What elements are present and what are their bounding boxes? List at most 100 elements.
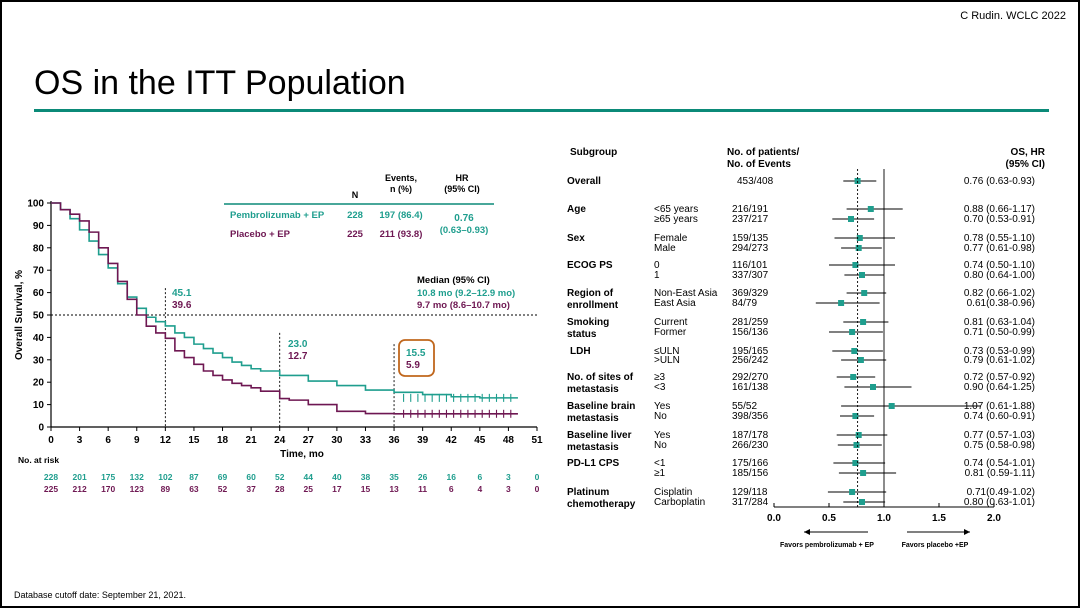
forest-hr-text: 0.76 (0.63-0.93): [964, 176, 1035, 187]
km-at-risk-pembro: 102: [158, 472, 172, 482]
km-at-risk-label: No. at risk: [18, 455, 59, 465]
forest-hr-text: 0.80 (0.64-1.00): [964, 270, 1035, 281]
km-at-risk-placebo: 17: [332, 484, 342, 494]
km-x-tick-label: 30: [331, 435, 343, 446]
forest-x-tick-label: 0.0: [767, 513, 781, 524]
forest-point: [855, 432, 862, 438]
forest-patients-events: 116/101: [732, 260, 768, 271]
km-at-risk-pembro: 16: [447, 472, 457, 482]
forest-level-label: Cisplatin: [654, 487, 692, 498]
km-arm-events: 197 (86.4): [379, 210, 422, 221]
forest-point: [857, 357, 864, 363]
forest-point: [859, 499, 865, 505]
forest-patients-events: 237/217: [732, 214, 769, 225]
forest-point: [851, 348, 858, 354]
forest-point: [849, 329, 856, 335]
forest-patients-events: 156/136: [732, 327, 769, 338]
km-x-tick-label: 21: [246, 435, 258, 446]
km-x-tick-label: 42: [446, 435, 458, 446]
km-y-tick-label: 60: [33, 288, 45, 299]
forest-level-label: East Asia: [654, 298, 696, 309]
km-at-risk-pembro: 35: [389, 472, 399, 482]
km-landmark-placebo: 5.9: [406, 360, 420, 371]
km-at-risk-pembro: 228: [44, 472, 58, 482]
forest-level-label: 1: [654, 270, 660, 281]
km-arm-n: 225: [347, 229, 364, 240]
km-x-tick-label: 12: [160, 435, 172, 446]
forest-point: [861, 290, 868, 296]
km-at-risk-placebo: 11: [418, 484, 427, 494]
km-median-placebo: 9.7 mo (8.6–10.7 mo): [417, 300, 510, 311]
forest-subgroup-label: PD-L1 CPS: [567, 458, 620, 469]
forest-hr-text: 0.88 (0.66-1.17): [964, 204, 1035, 215]
km-x-tick-label: 45: [474, 435, 486, 446]
km-median-title: Median (95% CI): [417, 275, 490, 286]
forest-subgroup-label: Baseline brain metastasis: [567, 401, 635, 424]
forest-hr-text: 0.73 (0.53-0.99): [964, 346, 1035, 357]
forest-patients-events: 337/307: [732, 270, 769, 281]
forest-x-tick-label: 0.5: [822, 513, 836, 524]
forest-point: [852, 262, 859, 268]
km-table-header-n: N: [352, 190, 359, 200]
forest-point: [860, 470, 867, 476]
km-at-risk-pembro: 201: [72, 472, 86, 482]
forest-hr-text: 0.79 (0.61-1.02): [964, 355, 1035, 366]
km-arm-events: 211 (93.8): [380, 229, 423, 240]
forest-hr-text: 1.07 (0.61-1.88): [964, 401, 1035, 412]
forest-level-label: ≥3: [654, 372, 665, 383]
km-at-risk-placebo: 52: [218, 484, 228, 494]
forest-point: [859, 272, 865, 278]
forest-level-label: No: [654, 440, 667, 451]
km-y-tick-label: 80: [33, 243, 45, 254]
km-at-risk-pembro: 132: [130, 472, 144, 482]
forest-point: [870, 384, 876, 390]
favors-left-arrowhead: [804, 529, 810, 535]
forest-point: [852, 460, 859, 466]
forest-subgroup-label: Overall: [567, 176, 601, 187]
forest-point: [853, 442, 860, 448]
forest-point: [855, 245, 862, 251]
forest-point: [856, 235, 863, 241]
forest-subgroup-label: Sex: [567, 233, 585, 244]
forest-patients-events: 398/356: [732, 411, 769, 422]
forest-col-hr: OS, HR (95% CI): [1006, 147, 1046, 170]
forest-point: [849, 489, 856, 495]
km-x-tick-label: 27: [303, 435, 315, 446]
forest-patients-events: 159/135: [732, 233, 769, 244]
forest-level-label: <3: [654, 382, 666, 393]
km-table-header-hr: HR (95% CI): [444, 173, 480, 194]
km-at-risk-placebo: 123: [130, 484, 144, 494]
km-landmark-pembro: 15.5: [406, 348, 426, 359]
forest-level-label: 0: [654, 260, 660, 271]
km-arm-name: Placebo + EP: [230, 229, 291, 240]
forest-patients-events: 453/408: [737, 176, 774, 187]
forest-patients-events: 292/270: [732, 372, 769, 383]
km-y-axis-label: Overall Survival, %: [14, 270, 25, 360]
km-at-risk-placebo: 4: [477, 484, 482, 494]
km-x-axis-label: Time, mo: [280, 449, 324, 460]
forest-hr-text: 0.71(0.49-1.02): [967, 487, 1035, 498]
forest-patients-events: 187/178: [732, 430, 769, 441]
forest-patients-events: 216/191: [732, 204, 769, 215]
forest-patients-events: 369/329: [732, 288, 769, 299]
favors-left-label: Favors pembrolizumab + EP: [780, 542, 874, 549]
km-y-tick-label: 10: [33, 400, 45, 411]
km-36mo-callout-box: [398, 339, 435, 377]
forest-level-label: ≥65 years: [654, 214, 698, 225]
km-at-risk-placebo: 3: [506, 484, 511, 494]
km-at-risk-pembro: 3: [506, 472, 511, 482]
km-curve-placebo: [51, 202, 518, 415]
forest-hr-text: 0.71 (0.50-0.99): [964, 327, 1035, 338]
forest-level-label: ≤ULN: [654, 346, 680, 357]
forest-level-label: >ULN: [654, 355, 680, 366]
forest-level-label: Current: [654, 317, 688, 328]
forest-hr-text: 0.77 (0.61-0.98): [964, 243, 1035, 254]
km-y-tick-label: 30: [33, 355, 45, 366]
title-rule: [34, 109, 1049, 112]
km-x-tick-label: 39: [417, 435, 429, 446]
forest-patients-events: 84/79: [732, 298, 757, 309]
forest-hr-text: 0.90 (0.64-1.25): [964, 382, 1035, 393]
forest-point: [860, 319, 867, 325]
forest-point: [850, 374, 857, 380]
